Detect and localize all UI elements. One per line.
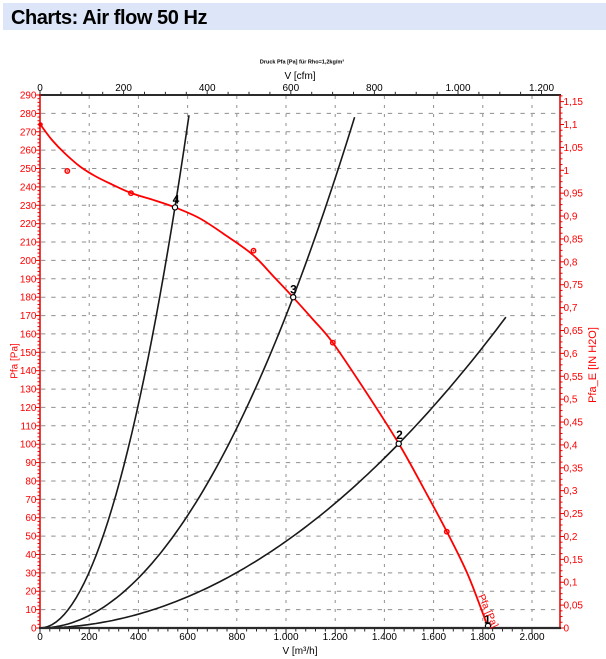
svg-text:0,95: 0,95 <box>564 189 584 200</box>
svg-text:80: 80 <box>25 477 37 488</box>
svg-text:1.800: 1.800 <box>470 632 495 643</box>
svg-text:0,4: 0,4 <box>564 440 578 451</box>
svg-text:200: 200 <box>115 83 132 94</box>
svg-text:0,6: 0,6 <box>564 349 578 360</box>
svg-text:V [m³/h]: V [m³/h] <box>282 646 317 657</box>
svg-text:0,15: 0,15 <box>564 555 584 566</box>
svg-text:60: 60 <box>25 513 37 524</box>
svg-text:110: 110 <box>21 421 37 432</box>
svg-text:100: 100 <box>20 440 37 451</box>
svg-text:1.400: 1.400 <box>372 632 397 643</box>
svg-text:10: 10 <box>25 605 37 616</box>
svg-text:0,75: 0,75 <box>564 280 584 291</box>
svg-text:40: 40 <box>25 550 37 561</box>
svg-text:90: 90 <box>25 458 37 469</box>
svg-text:0,55: 0,55 <box>564 372 584 383</box>
svg-text:800: 800 <box>366 83 383 94</box>
svg-text:220: 220 <box>20 219 37 230</box>
svg-text:1,1: 1,1 <box>564 120 578 131</box>
svg-text:0,9: 0,9 <box>564 212 578 223</box>
svg-text:1.000: 1.000 <box>445 83 470 94</box>
svg-text:1.200: 1.200 <box>323 632 348 643</box>
svg-text:Pfa [Pa]: Pfa [Pa] <box>10 343 21 379</box>
svg-text:0: 0 <box>37 632 43 643</box>
svg-text:200: 200 <box>20 256 37 267</box>
svg-text:600: 600 <box>282 83 299 94</box>
svg-text:0,5: 0,5 <box>564 395 578 406</box>
svg-text:1: 1 <box>484 613 491 627</box>
svg-text:400: 400 <box>199 83 216 94</box>
svg-text:Druck Pfa [Pa] für Rho=1,2kg/m: Druck Pfa [Pa] für Rho=1,2kg/m³ <box>260 59 344 66</box>
svg-text:130: 130 <box>20 385 37 396</box>
svg-text:1.600: 1.600 <box>421 632 446 643</box>
svg-text:190: 190 <box>20 274 37 285</box>
svg-text:Pfa_E [IN H2O]: Pfa_E [IN H2O] <box>587 327 599 403</box>
svg-text:4: 4 <box>173 192 180 206</box>
svg-text:0: 0 <box>31 624 37 635</box>
svg-text:0,45: 0,45 <box>564 418 584 429</box>
svg-text:3: 3 <box>290 283 297 297</box>
svg-text:0,2: 0,2 <box>564 532 578 543</box>
svg-text:250: 250 <box>20 164 37 175</box>
svg-text:1.000: 1.000 <box>273 632 298 643</box>
svg-text:70: 70 <box>25 495 37 506</box>
svg-text:1,15: 1,15 <box>564 97 584 108</box>
svg-text:0,7: 0,7 <box>564 303 578 314</box>
svg-text:200: 200 <box>81 632 98 643</box>
svg-text:0,1: 0,1 <box>564 578 578 589</box>
svg-text:280: 280 <box>20 109 37 120</box>
svg-text:50: 50 <box>25 532 37 543</box>
svg-text:600: 600 <box>179 632 196 643</box>
svg-text:160: 160 <box>20 329 37 340</box>
svg-text:230: 230 <box>20 201 37 212</box>
svg-text:1.200: 1.200 <box>529 83 554 94</box>
svg-text:0: 0 <box>37 83 43 94</box>
svg-text:270: 270 <box>20 127 37 138</box>
svg-text:0,35: 0,35 <box>564 463 584 474</box>
svg-text:1,05: 1,05 <box>564 143 584 154</box>
svg-text:400: 400 <box>130 632 147 643</box>
svg-text:240: 240 <box>20 182 37 193</box>
svg-text:0,8: 0,8 <box>564 257 578 268</box>
svg-text:290: 290 <box>20 91 37 102</box>
svg-text:0: 0 <box>564 624 570 635</box>
svg-text:Charts: Air flow 50 Hz: Charts: Air flow 50 Hz <box>11 7 208 29</box>
svg-text:30: 30 <box>25 568 37 579</box>
svg-text:2.000: 2.000 <box>519 632 544 643</box>
svg-text:260: 260 <box>20 146 37 157</box>
svg-text:800: 800 <box>228 632 245 643</box>
svg-text:0,25: 0,25 <box>564 509 584 520</box>
svg-text:V [cfm]: V [cfm] <box>284 71 315 82</box>
svg-text:1: 1 <box>564 166 570 177</box>
svg-text:150: 150 <box>20 348 37 359</box>
svg-text:20: 20 <box>25 587 37 598</box>
svg-text:0,85: 0,85 <box>564 234 584 245</box>
svg-text:210: 210 <box>20 238 37 249</box>
svg-text:0,05: 0,05 <box>564 601 584 612</box>
svg-text:2: 2 <box>396 428 403 442</box>
svg-text:180: 180 <box>20 293 37 304</box>
svg-text:120: 120 <box>20 403 37 414</box>
svg-text:140: 140 <box>20 366 37 377</box>
svg-text:0,3: 0,3 <box>564 486 578 497</box>
svg-text:0,65: 0,65 <box>564 326 584 337</box>
svg-text:170: 170 <box>20 311 37 322</box>
